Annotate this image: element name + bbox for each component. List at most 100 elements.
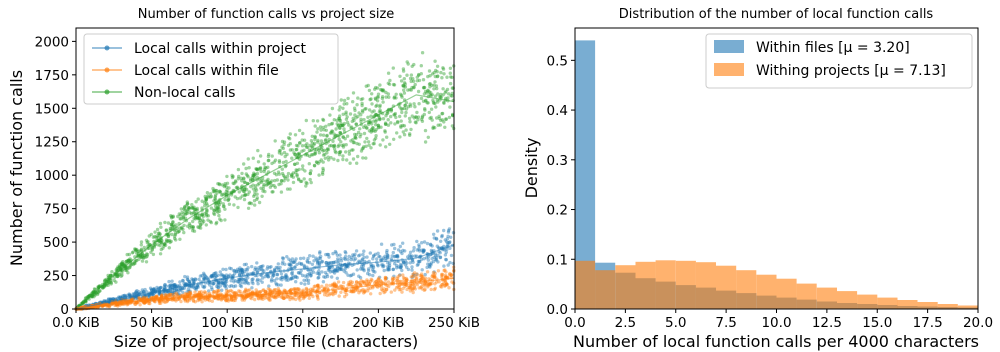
data-point xyxy=(253,172,257,177)
data-point xyxy=(272,273,276,278)
data-point xyxy=(148,301,152,306)
data-point xyxy=(154,236,159,240)
data-point xyxy=(208,195,213,199)
data-point xyxy=(335,276,339,280)
data-point xyxy=(409,127,413,132)
data-point xyxy=(277,267,281,272)
data-point xyxy=(409,254,413,258)
data-point xyxy=(106,275,111,280)
data-point xyxy=(374,136,378,140)
data-point xyxy=(325,134,329,138)
histogram-bar xyxy=(837,291,858,309)
data-point xyxy=(326,158,331,162)
data-point xyxy=(117,272,122,276)
data-point xyxy=(380,88,384,92)
data-point xyxy=(236,205,240,210)
data-point xyxy=(341,106,345,111)
data-point xyxy=(282,150,287,155)
data-point xyxy=(204,198,209,202)
data-point xyxy=(236,277,241,282)
data-point xyxy=(422,240,427,244)
data-point xyxy=(331,139,335,143)
data-point xyxy=(208,219,212,224)
data-point xyxy=(242,262,247,267)
data-point xyxy=(262,184,266,188)
data-point xyxy=(214,188,218,193)
data-point xyxy=(395,131,399,135)
data-point xyxy=(172,283,176,287)
data-point xyxy=(415,79,419,83)
data-point xyxy=(191,219,195,224)
data-point xyxy=(159,225,163,229)
data-point xyxy=(279,272,284,276)
data-point xyxy=(198,218,203,223)
data-point xyxy=(409,88,413,92)
data-point xyxy=(415,248,419,252)
data-point xyxy=(190,203,194,207)
data-point xyxy=(339,140,343,144)
data-point xyxy=(219,218,223,223)
data-point xyxy=(379,242,384,246)
data-point xyxy=(369,292,373,296)
legend-label: Non-local calls xyxy=(134,85,235,101)
data-point xyxy=(388,78,392,83)
data-point xyxy=(305,142,309,146)
data-point xyxy=(236,167,241,172)
data-point xyxy=(391,267,396,271)
data-point xyxy=(121,260,125,264)
data-point xyxy=(437,116,442,121)
data-point xyxy=(243,180,247,184)
data-point xyxy=(200,218,205,222)
data-point xyxy=(282,179,286,183)
data-point xyxy=(398,244,402,249)
data-point xyxy=(110,270,114,274)
data-point xyxy=(169,222,174,227)
data-point xyxy=(325,148,329,152)
data-point xyxy=(393,288,397,292)
data-point xyxy=(401,84,405,88)
data-point xyxy=(209,220,213,225)
data-point xyxy=(286,171,291,176)
data-point xyxy=(450,94,454,98)
data-point xyxy=(309,153,314,157)
data-point xyxy=(444,89,448,94)
data-point xyxy=(262,169,266,174)
data-point xyxy=(344,117,349,122)
data-point xyxy=(302,265,307,269)
data-point xyxy=(384,95,388,99)
data-point xyxy=(194,200,198,204)
data-point xyxy=(193,286,197,291)
data-point xyxy=(369,127,374,132)
data-point xyxy=(233,179,238,183)
legend-swatch xyxy=(714,40,744,53)
data-point xyxy=(247,166,251,170)
data-point xyxy=(283,154,287,159)
data-point xyxy=(134,258,138,262)
data-point xyxy=(349,139,353,143)
histogram-bar xyxy=(575,260,596,309)
data-point xyxy=(233,195,237,199)
data-point xyxy=(295,173,299,177)
data-point xyxy=(332,143,337,148)
data-point xyxy=(183,208,187,213)
data-point xyxy=(166,234,171,239)
data-point xyxy=(405,73,409,77)
data-point xyxy=(255,168,260,172)
data-point xyxy=(258,154,263,158)
data-point xyxy=(144,238,149,242)
data-point xyxy=(428,116,432,121)
data-point xyxy=(195,215,199,220)
data-point xyxy=(419,96,424,101)
data-point xyxy=(384,90,388,95)
data-point xyxy=(201,214,205,219)
data-point xyxy=(328,283,332,288)
data-point xyxy=(312,141,317,146)
data-point xyxy=(420,287,424,291)
data-point xyxy=(387,82,392,87)
data-point xyxy=(309,180,313,185)
data-point xyxy=(216,210,220,214)
histogram-bar xyxy=(877,297,898,309)
data-point xyxy=(288,277,293,281)
data-point xyxy=(432,83,436,87)
data-point xyxy=(312,163,317,168)
